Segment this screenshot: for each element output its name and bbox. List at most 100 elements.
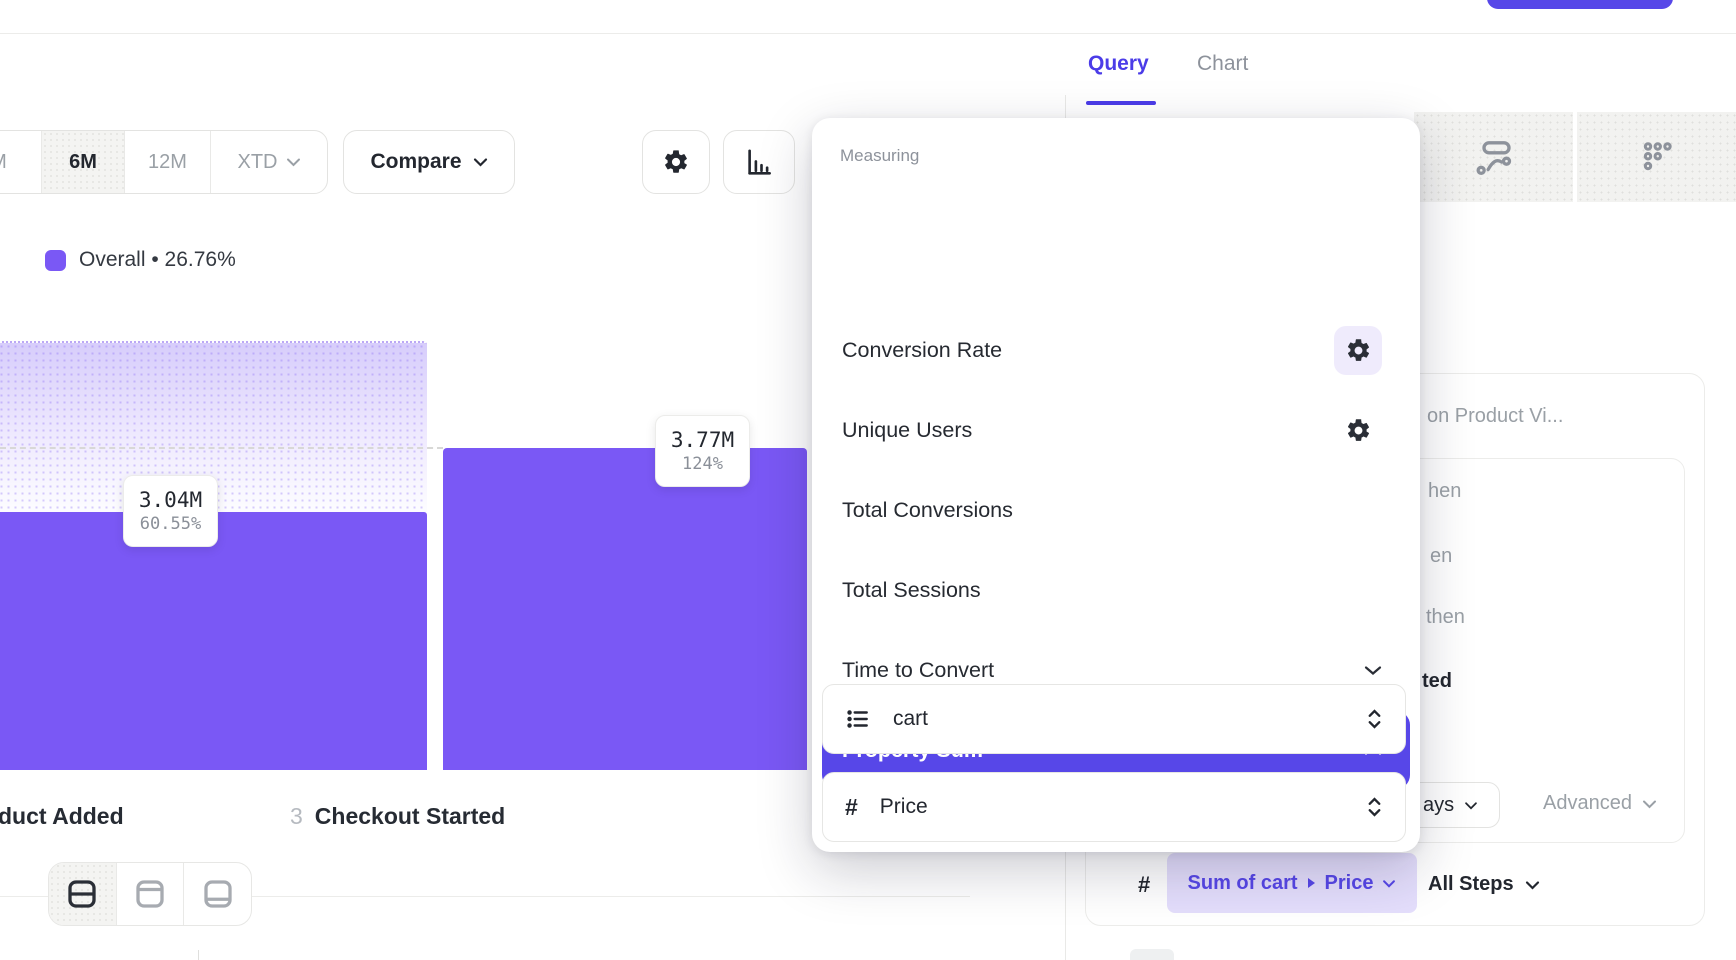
measuring-title: Measuring xyxy=(840,146,920,165)
layout-footer-row-button[interactable] xyxy=(184,863,251,925)
split-rows-icon xyxy=(64,876,100,912)
active-tab-indicator xyxy=(1086,101,1156,105)
compare-button[interactable]: Compare xyxy=(343,130,515,194)
step-label-checkout-started: 3 Checkout Started xyxy=(290,803,505,830)
dots-grid-icon xyxy=(1639,139,1675,175)
funnel-bar-step2[interactable] xyxy=(0,512,427,770)
time-range-3m-label: M xyxy=(0,151,7,174)
hash-prefix: # xyxy=(1138,872,1151,897)
chevron-down-icon xyxy=(1364,665,1382,676)
chip-right-label: Price xyxy=(1324,871,1374,894)
chevron-down-icon xyxy=(473,157,488,167)
arrow-right-icon xyxy=(1307,877,1316,889)
flow-chart-icon xyxy=(1474,137,1514,177)
all-steps-label: All Steps xyxy=(1428,873,1514,895)
tab-query[interactable]: Query xyxy=(1088,52,1149,76)
menu-item-conversion-rate[interactable]: Conversion Rate xyxy=(822,310,1410,390)
chevron-down-icon xyxy=(1642,799,1657,809)
chip-left-label: Sum of cart xyxy=(1187,871,1298,894)
chevron-down-icon xyxy=(1382,879,1396,888)
advanced-dropdown[interactable]: Advanced xyxy=(1543,792,1657,815)
legend-swatch xyxy=(45,249,66,271)
step-number: 3 xyxy=(290,803,303,829)
header-row-icon xyxy=(132,876,168,912)
menu-item-label: Conversion Rate xyxy=(842,337,1003,362)
layout-split-rows-button[interactable] xyxy=(49,863,117,925)
bar-chart-button[interactable] xyxy=(723,130,795,194)
chevron-down-icon xyxy=(1464,801,1478,810)
tooltip-percent: 60.55% xyxy=(139,514,202,534)
property-name-select[interactable]: # Price xyxy=(822,772,1406,842)
top-divider xyxy=(0,33,1736,34)
conversion-rate-settings-button[interactable] xyxy=(1334,326,1382,375)
menu-item-label: Unique Users xyxy=(842,417,973,442)
tab-chart-label: Chart xyxy=(1197,52,1249,75)
holding-property-fragment: on Product Vi... xyxy=(1427,405,1563,428)
tab-query-label: Query xyxy=(1088,52,1149,75)
step-row-fragment-2: en xyxy=(1430,545,1453,567)
menu-item-time-to-convert[interactable]: Time to Convert xyxy=(822,630,1410,710)
tooltip-value: 3.04M xyxy=(138,488,203,512)
all-steps-dropdown[interactable]: All Steps xyxy=(1428,873,1540,896)
compare-label: Compare xyxy=(370,150,462,173)
step-row-fragment-4: ted xyxy=(1422,670,1452,692)
layout-header-row-button[interactable] xyxy=(117,863,185,925)
funnel-layout-segmented-control xyxy=(48,862,252,926)
menu-item-unique-users[interactable]: Unique Users xyxy=(822,390,1410,470)
step-label-product-added: duct Added xyxy=(0,803,124,830)
fragment-text: on Product Vi... xyxy=(1427,405,1564,427)
property-event-select[interactable]: cart xyxy=(822,684,1406,754)
measuring-dropdown: Measuring Conversion Rate Unique Users T… xyxy=(812,118,1420,852)
unique-users-settings-button[interactable] xyxy=(1334,406,1382,455)
step-label-text: duct Added xyxy=(0,803,124,829)
up-down-chevrons-icon xyxy=(1366,794,1383,820)
advanced-label: Advanced xyxy=(1543,792,1632,814)
step-label-text: Checkout Started xyxy=(314,803,506,829)
menu-item-total-conversions[interactable]: Total Conversions xyxy=(822,470,1410,550)
step-row-fragment-3: then xyxy=(1426,606,1465,628)
step-row-fragment-1: hen xyxy=(1428,480,1462,502)
number-property-icon: # xyxy=(845,793,858,820)
primary-action-button[interactable] xyxy=(1487,0,1673,9)
menu-item-total-sessions[interactable]: Total Sessions xyxy=(822,550,1410,630)
scroll-fragment xyxy=(1130,949,1174,960)
funnel-bar-step3[interactable] xyxy=(443,448,807,770)
sum-of-cart-price-chip[interactable]: Sum of cart Price xyxy=(1167,853,1417,913)
gear-icon xyxy=(662,148,690,176)
time-range-6m[interactable]: 6M xyxy=(42,131,125,193)
footer-row-icon xyxy=(200,876,236,912)
chevron-down-icon xyxy=(1525,880,1540,890)
section-divider xyxy=(0,896,970,897)
chart-settings-button[interactable] xyxy=(642,130,710,194)
property-name-value: Price xyxy=(879,795,928,818)
property-event-value: cart xyxy=(893,707,929,730)
time-range-6m-label: 6M xyxy=(69,150,97,173)
tab-chart[interactable]: Chart xyxy=(1197,52,1248,76)
bar-value-tooltip-step3: 3.77M 124% xyxy=(655,415,750,487)
gear-icon xyxy=(1345,417,1372,444)
time-range-3m[interactable]: M xyxy=(0,131,42,193)
tooltip-value: 3.77M xyxy=(670,428,735,452)
legend-label: Overall • 26.76% xyxy=(79,248,236,271)
bar-value-tooltip-step2: 3.04M 60.55% xyxy=(123,475,218,547)
days-label-fragment: ays xyxy=(1423,793,1455,816)
reference-dashed-line xyxy=(0,447,443,449)
list-icon xyxy=(845,706,871,732)
chart-legend: Overall • 26.76% xyxy=(45,248,236,272)
time-range-segmented-control: M 6M 12M XTD xyxy=(0,130,328,194)
menu-item-label: Time to Convert xyxy=(842,657,995,682)
time-range-xtd-label: XTD xyxy=(237,150,278,173)
chart-type-flow-button[interactable] xyxy=(1414,112,1573,202)
time-range-12m[interactable]: 12M xyxy=(125,131,211,193)
menu-item-label: Total Sessions xyxy=(842,577,981,602)
menu-item-label: Total Conversions xyxy=(842,497,1013,522)
bar-chart-icon xyxy=(744,147,774,177)
chart-type-distribution-button[interactable] xyxy=(1577,112,1736,202)
time-range-xtd[interactable]: XTD xyxy=(211,131,327,193)
chevron-down-icon xyxy=(286,157,301,167)
time-range-12m-label: 12M xyxy=(148,150,187,173)
table-column-divider xyxy=(198,950,199,960)
gear-icon xyxy=(1345,337,1372,364)
up-down-chevrons-icon xyxy=(1366,706,1383,732)
